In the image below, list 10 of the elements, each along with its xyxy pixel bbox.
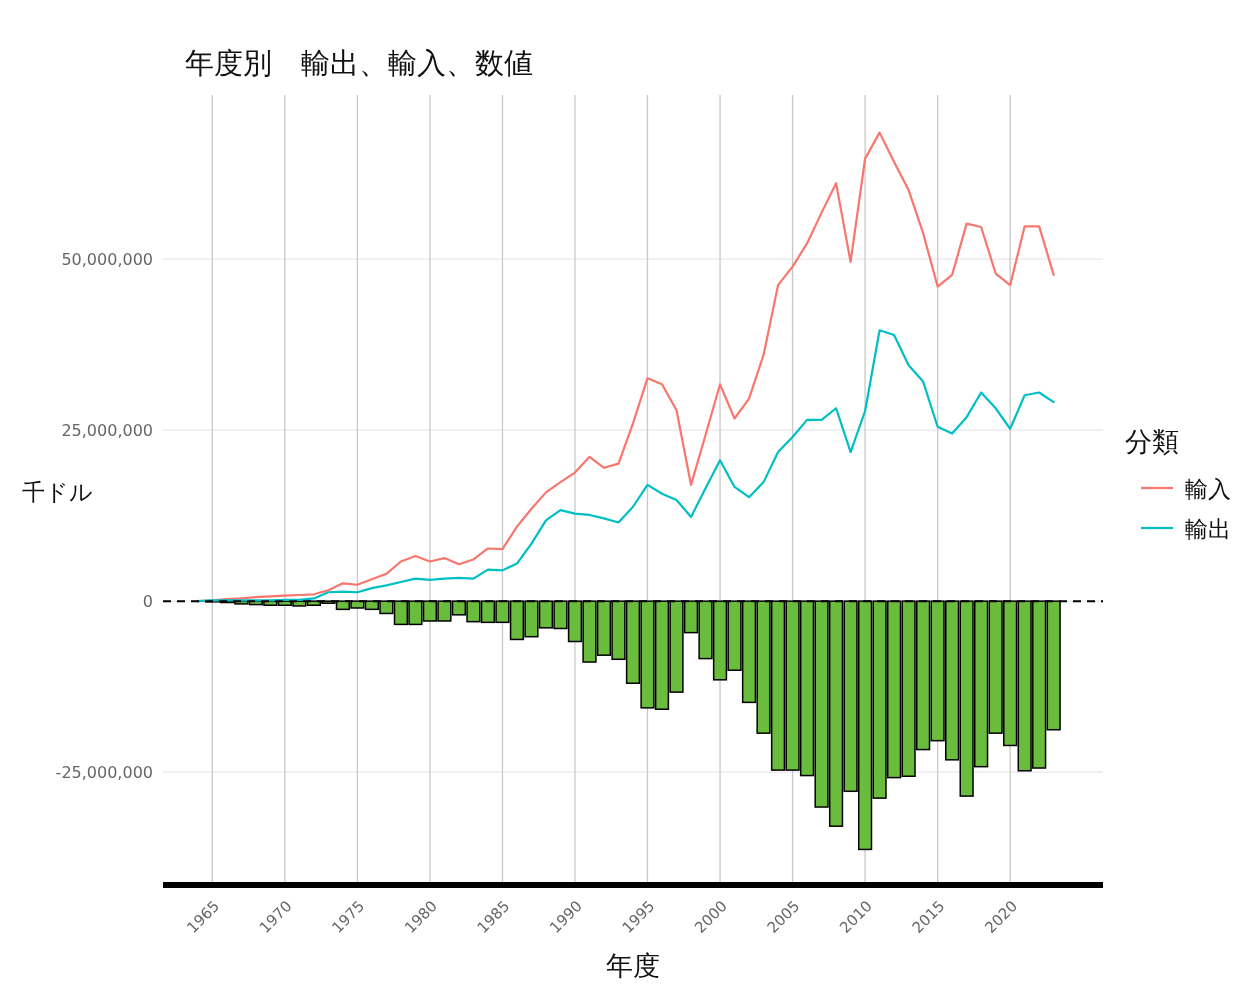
chart-title: 年度別 輸出、輸入、数値 (185, 46, 533, 80)
y-tick-label: 25,000,000 (61, 421, 153, 441)
y-tick-label: 0 (142, 592, 153, 612)
y-tick-label: -25,000,000 (55, 763, 153, 783)
x-axis-title: 年度 (606, 950, 660, 981)
y-tick-label: 50,000,000 (61, 250, 153, 270)
y-axis-title: 千ドル (22, 479, 93, 505)
legend-title: 分類 (1125, 426, 1179, 457)
legend-label: 輸入 (1185, 476, 1231, 502)
legend-label: 輸出 (1185, 516, 1231, 542)
